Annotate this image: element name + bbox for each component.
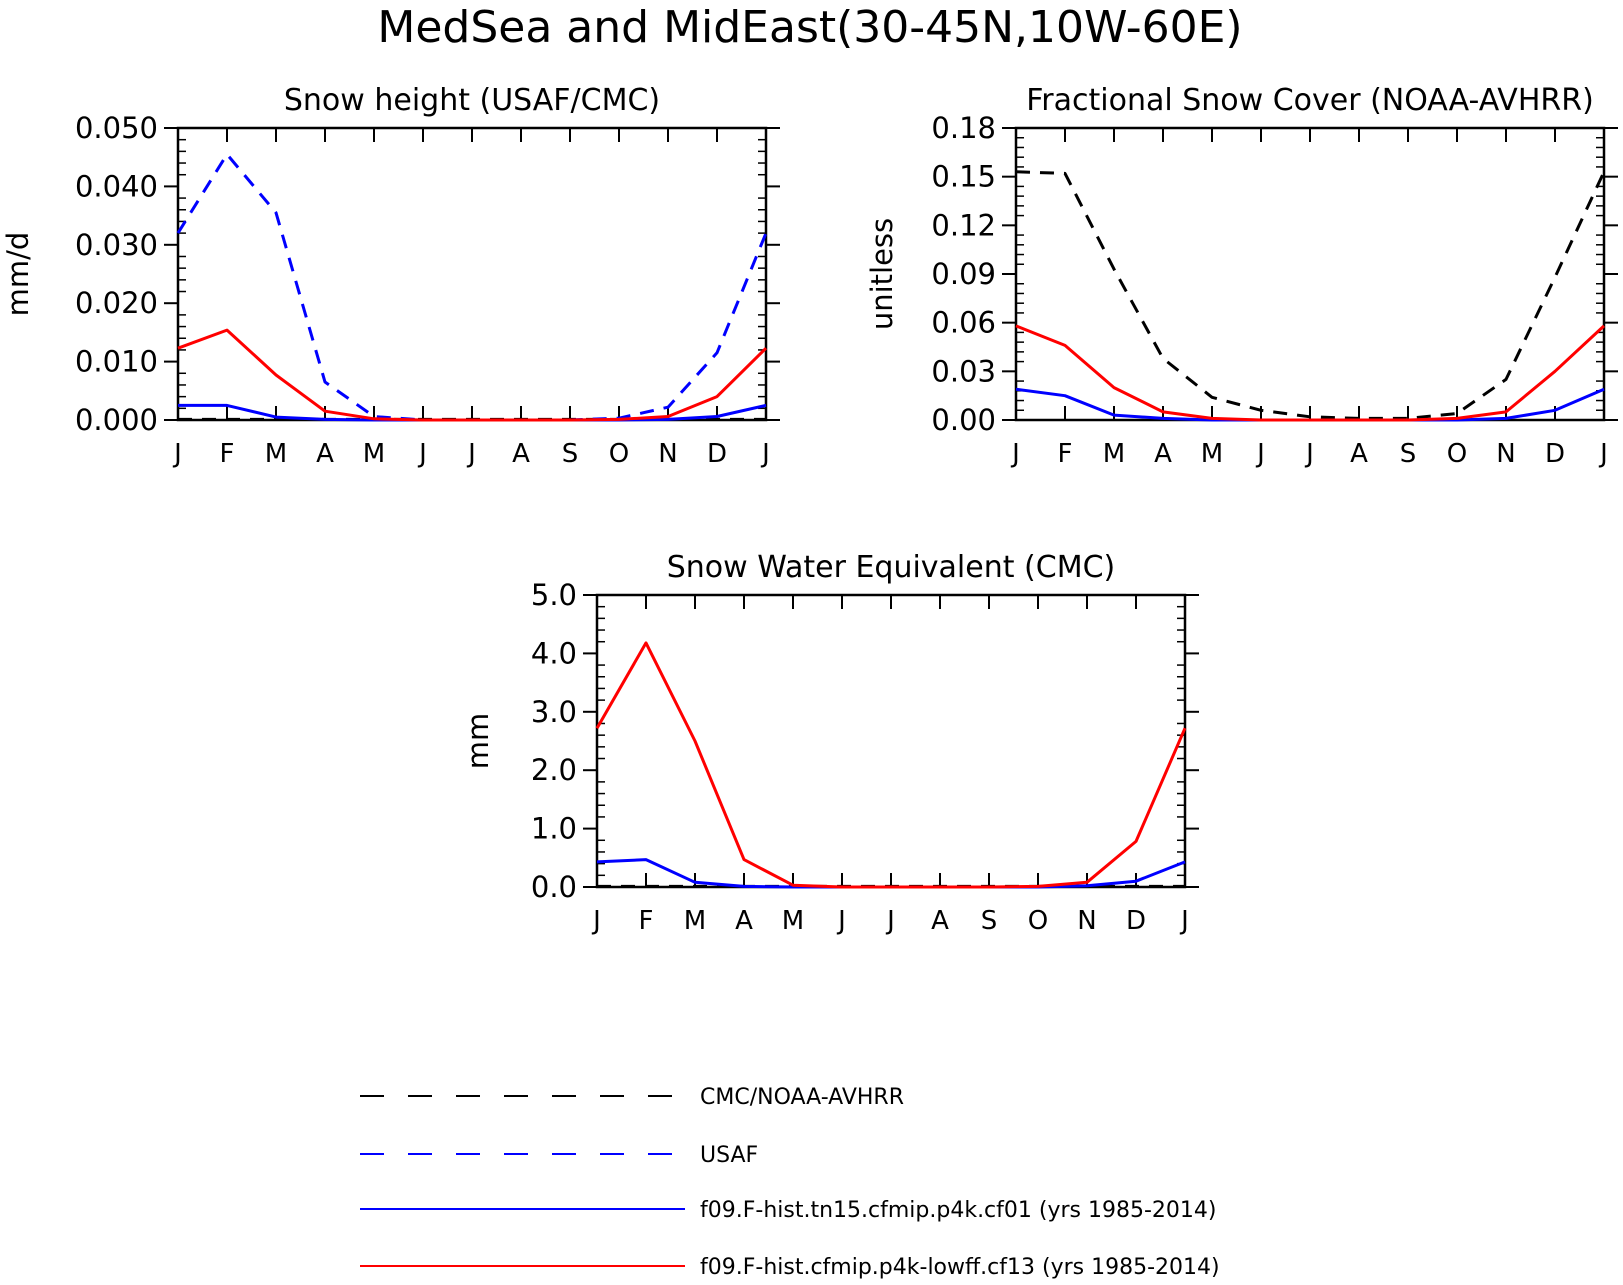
x-tick-label: F (1058, 439, 1073, 469)
y-tick-label: 0.12 (931, 208, 996, 242)
chart-snow-water-equivalent: Snow Water Equivalent (CMC)J F M A M J J A S O N D J… (461, 550, 1199, 936)
x-tick-label: M (265, 439, 287, 469)
y-tick-label: 0.06 (931, 306, 996, 340)
x-tick-label: J (1255, 439, 1265, 469)
x-tick-label: D (1126, 906, 1146, 936)
x-tick-label: F (639, 906, 654, 936)
x-tick-label: O (609, 439, 629, 469)
y-tick-label: 0.18 (931, 111, 996, 145)
x-tick-label: J (591, 906, 601, 936)
y-tick-label: 2.0 (531, 753, 577, 787)
x-tick-label: A (316, 439, 334, 469)
y-tick-label: 0.020 (75, 286, 158, 320)
x-tick-label: D (1545, 439, 1565, 469)
y-tick-label: 0.050 (75, 111, 158, 145)
x-tick-label: A (735, 906, 753, 936)
plot-frame (1014, 126, 1606, 422)
chart-title: Snow Water Equivalent (CMC) (667, 550, 1115, 585)
x-tick-label: J (836, 906, 846, 936)
y-tick-label: 0.010 (75, 345, 158, 379)
y-tick-label: 0.15 (931, 160, 996, 194)
y-axis-label: mm (461, 713, 495, 770)
x-tick-label: O (1447, 439, 1467, 469)
legend-label: f09.F-hist.cfmip.p4k-lowff.cf13 (yrs 198… (700, 1255, 1220, 1280)
series-line-3 (177, 328, 768, 422)
chart-title: Fractional Snow Cover (NOAA-AVHRR) (1026, 83, 1594, 118)
y-tick-label: 0.000 (75, 403, 158, 437)
plot-frame (595, 593, 1187, 889)
series-line-2 (595, 641, 1187, 889)
y-tick-label: 0.00 (931, 403, 996, 437)
y-tick-label: 5.0 (531, 578, 577, 612)
x-tick-label: F (220, 439, 235, 469)
legend-entry-usaf: USAF (360, 1143, 758, 1168)
series-line-0 (1015, 170, 1606, 420)
y-tick-label: 1.0 (531, 812, 577, 846)
plot-frame (176, 126, 768, 422)
x-tick-label: M (363, 439, 385, 469)
x-tick-label: J (760, 439, 770, 469)
x-tick-label: S (1400, 439, 1417, 469)
y-tick-label: 0.09 (931, 257, 996, 291)
x-tick-label: J (1010, 439, 1020, 469)
x-tick-label: J (1304, 439, 1314, 469)
x-tick-label: J (1598, 439, 1608, 469)
x-tick-label: A (1350, 439, 1368, 469)
x-tick-label: A (512, 439, 530, 469)
y-tick-label: 3.0 (531, 695, 577, 729)
x-tick-label: N (658, 439, 677, 469)
chart-title: Snow height (USAF/CMC) (284, 83, 660, 118)
x-tick-label: S (981, 906, 998, 936)
x-tick-label: J (1179, 906, 1189, 936)
x-tick-label: M (684, 906, 706, 936)
x-tick-label: S (562, 439, 579, 469)
x-tick-label: J (417, 439, 427, 469)
series-line-2 (1015, 324, 1606, 422)
x-tick-label: M (1103, 439, 1125, 469)
x-tick-label: D (707, 439, 727, 469)
y-axis-label: mm/d (1, 232, 35, 317)
page-title: MedSea and MidEast(30-45N,10W-60E) (377, 2, 1242, 53)
legend-label: CMC/NOAA-AVHRR (700, 1085, 904, 1110)
y-tick-label: 4.0 (531, 636, 577, 670)
y-tick-label: 0.03 (931, 354, 996, 388)
series-line-1 (176, 152, 768, 422)
x-tick-label: J (466, 439, 476, 469)
legend-entry-cf13: f09.F-hist.cfmip.p4k-lowff.cf13 (yrs 198… (360, 1255, 1220, 1280)
legend: CMC/NOAA-AVHRR USAF f09.F-hist.tn15.cfmi… (360, 1085, 1220, 1280)
y-tick-label: 0.040 (75, 169, 158, 203)
y-tick-label: 0.0 (531, 870, 577, 904)
x-tick-label: O (1028, 906, 1048, 936)
x-tick-label: A (1154, 439, 1172, 469)
x-tick-label: J (885, 906, 895, 936)
x-tick-label: N (1496, 439, 1515, 469)
x-tick-label: J (172, 439, 182, 469)
legend-label: f09.F-hist.tn15.cfmip.p4k.cf01 (yrs 1985… (700, 1198, 1216, 1223)
legend-entry-cf01: f09.F-hist.tn15.cfmip.p4k.cf01 (yrs 1985… (360, 1198, 1216, 1223)
y-axis-label: unitless (865, 218, 899, 330)
x-tick-label: M (1201, 439, 1223, 469)
chart-fractional-snow-cover: Fractional Snow Cover (NOAA-AVHRR)J F M A M J… (865, 83, 1618, 469)
x-tick-label: N (1077, 906, 1096, 936)
y-tick-label: 0.030 (75, 228, 158, 262)
x-tick-label: A (931, 906, 949, 936)
legend-label: USAF (700, 1143, 758, 1168)
legend-entry-cmc-noaa-avhrr: CMC/NOAA-AVHRR (360, 1085, 904, 1110)
x-tick-label: M (782, 906, 804, 936)
chart-snow-height: Snow height (USAF/CMC)J F M A M J J A S O N D J0.000… (1, 83, 780, 469)
